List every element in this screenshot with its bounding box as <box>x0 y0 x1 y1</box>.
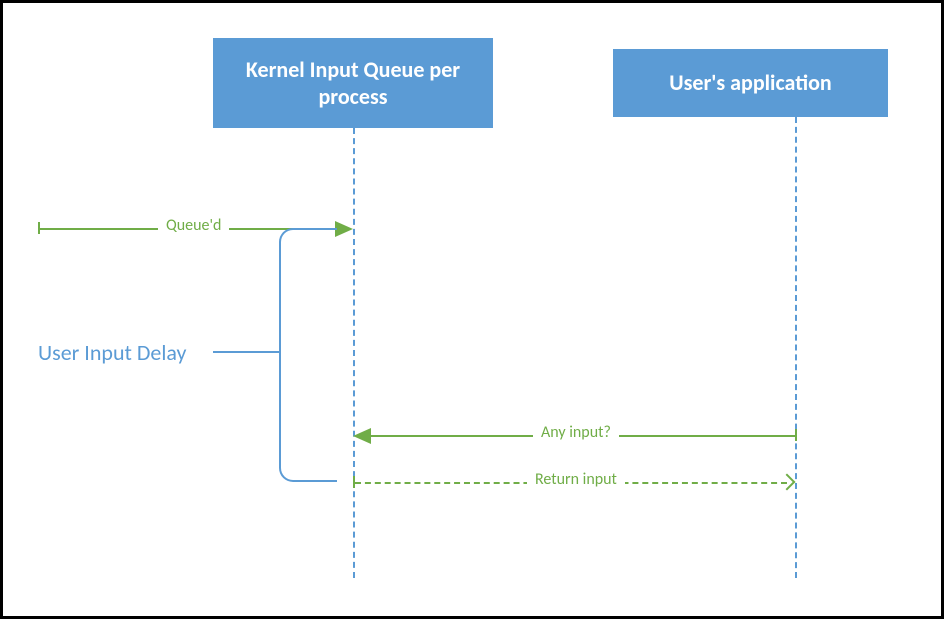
message-returninput-arrowhead <box>779 474 796 491</box>
message-returninput-start-tick <box>353 476 355 488</box>
message-anyinput-arrowhead <box>353 428 371 444</box>
message-queued-start-tick <box>38 222 40 234</box>
lifeline-kernel-queue <box>353 128 355 578</box>
sequence-diagram: Kernel Input Queue per process User's ap… <box>0 0 944 619</box>
participant-users-app-label: User's application <box>669 69 831 97</box>
delay-label: User Input Delay <box>38 339 187 366</box>
delay-bracket <box>279 228 337 482</box>
participant-kernel-queue: Kernel Input Queue per process <box>213 38 493 128</box>
delay-bracket-stem <box>213 351 279 353</box>
participant-kernel-queue-label: Kernel Input Queue per process <box>225 56 481 111</box>
message-queued-label: Queue'd <box>158 216 229 235</box>
lifeline-users-app <box>795 117 797 578</box>
message-returninput-label: Return input <box>527 470 625 489</box>
participant-users-app: User's application <box>613 49 888 117</box>
message-queued-arrowhead <box>335 221 353 237</box>
message-anyinput-start-tick <box>795 429 797 441</box>
message-anyinput-label: Any input? <box>533 423 619 442</box>
